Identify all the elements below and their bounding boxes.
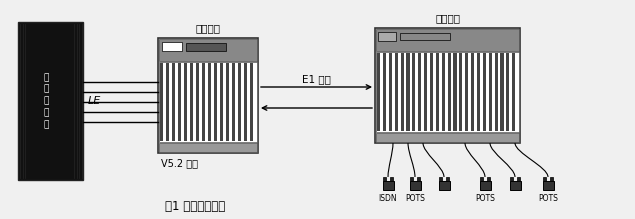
- Bar: [389, 53, 392, 131]
- Bar: [410, 177, 413, 180]
- Bar: [394, 53, 398, 131]
- Bar: [495, 53, 498, 131]
- Bar: [459, 53, 462, 131]
- Bar: [500, 53, 504, 131]
- Bar: [424, 53, 427, 131]
- Text: E1 链路: E1 链路: [302, 74, 331, 84]
- Text: POTS: POTS: [538, 194, 558, 203]
- Bar: [178, 63, 182, 141]
- Bar: [382, 180, 394, 189]
- Bar: [406, 53, 410, 131]
- Bar: [439, 180, 450, 189]
- Bar: [471, 53, 474, 131]
- Bar: [244, 63, 247, 141]
- Bar: [226, 63, 229, 141]
- Bar: [214, 63, 217, 141]
- Bar: [384, 177, 386, 180]
- Bar: [439, 177, 442, 180]
- Bar: [517, 177, 519, 180]
- Text: 局端机柜: 局端机柜: [196, 23, 220, 33]
- Bar: [483, 53, 486, 131]
- Bar: [430, 53, 433, 131]
- Bar: [477, 53, 480, 131]
- Bar: [511, 177, 513, 180]
- Bar: [383, 53, 386, 131]
- Bar: [453, 53, 457, 131]
- Bar: [448, 53, 451, 131]
- Bar: [512, 53, 516, 131]
- Bar: [162, 42, 182, 51]
- Bar: [446, 177, 449, 180]
- Text: 远端机柜: 远端机柜: [435, 13, 460, 23]
- Text: 本
地
交
换
机: 本 地 交 换 机: [44, 73, 49, 129]
- Bar: [550, 177, 552, 180]
- Bar: [436, 53, 439, 131]
- Bar: [18, 22, 83, 180]
- Text: V5.2 接口: V5.2 接口: [161, 158, 198, 168]
- Bar: [238, 63, 241, 141]
- Bar: [400, 33, 450, 40]
- Bar: [160, 63, 163, 141]
- Bar: [220, 63, 224, 141]
- Text: POTS: POTS: [475, 194, 495, 203]
- Bar: [506, 53, 509, 131]
- Bar: [509, 180, 521, 189]
- Bar: [232, 63, 236, 141]
- Text: POTS: POTS: [405, 194, 425, 203]
- Bar: [376, 52, 519, 132]
- Bar: [376, 133, 519, 142]
- Bar: [196, 63, 199, 141]
- Bar: [376, 29, 519, 51]
- Bar: [190, 63, 193, 141]
- Bar: [186, 43, 226, 51]
- Bar: [159, 143, 257, 152]
- Bar: [166, 63, 170, 141]
- Bar: [479, 180, 490, 189]
- Text: 图1 数字环路系统: 图1 数字环路系统: [165, 201, 225, 214]
- Bar: [487, 177, 490, 180]
- Bar: [544, 177, 546, 180]
- Bar: [172, 63, 175, 141]
- Bar: [208, 63, 211, 141]
- Bar: [378, 32, 396, 41]
- Bar: [377, 53, 380, 131]
- Bar: [159, 62, 257, 142]
- Bar: [441, 53, 445, 131]
- Bar: [488, 53, 492, 131]
- Bar: [250, 63, 253, 141]
- Bar: [202, 63, 205, 141]
- Bar: [401, 53, 404, 131]
- Bar: [480, 177, 483, 180]
- Bar: [390, 177, 392, 180]
- Bar: [158, 38, 258, 153]
- Bar: [465, 53, 469, 131]
- Bar: [418, 53, 422, 131]
- Bar: [184, 63, 187, 141]
- Bar: [412, 53, 415, 131]
- Text: ISDN: ISDN: [378, 194, 398, 203]
- Bar: [159, 39, 257, 61]
- Bar: [542, 180, 554, 189]
- Bar: [417, 177, 420, 180]
- Bar: [410, 180, 420, 189]
- Text: LE: LE: [88, 96, 101, 106]
- Bar: [375, 28, 520, 143]
